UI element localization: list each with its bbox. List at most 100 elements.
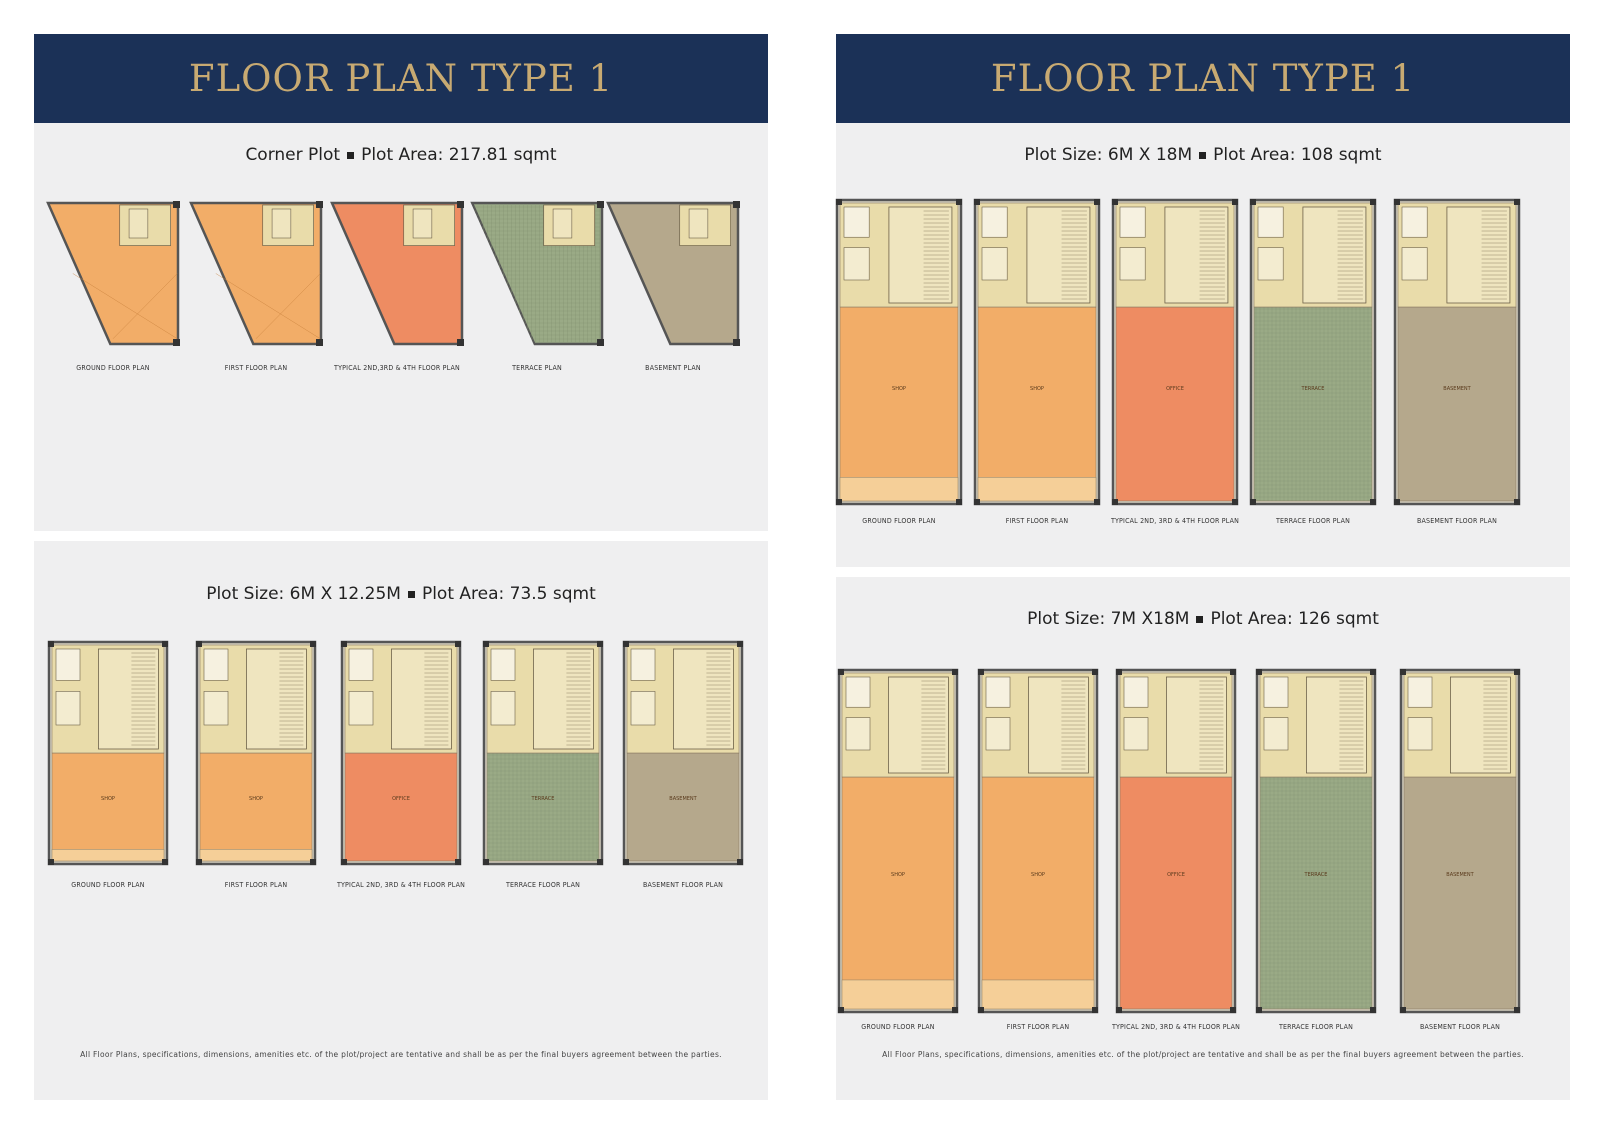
floor-plan-drawing: SHOP <box>837 668 959 1014</box>
small-plot-area: Plot Area: 73.5 sqmt <box>421 584 596 604</box>
left-page-title: FLOOR PLAN TYPE 1 <box>188 57 614 100</box>
right-disclaimer: All Floor Plans, specifications, dimensi… <box>882 1050 1524 1059</box>
floor-plan-caption: GROUND FLOOR PLAN <box>71 881 145 889</box>
plot-126-panel: Plot Size: 7M X18M Plot Area: 126 sqmt S… <box>836 577 1570 1100</box>
left-disclaimer: All Floor Plans, specifications, dimensi… <box>80 1050 722 1059</box>
floor-plan-drawing: SHOP <box>977 668 1099 1014</box>
right-page-title: FLOOR PLAN TYPE 1 <box>990 57 1416 100</box>
room-label: BASEMENT <box>669 796 697 802</box>
floor-plan-shop: SHOP GROUND FLOOR PLAN <box>837 668 959 1031</box>
room-label: TERRACE <box>1304 872 1328 878</box>
floor-plan-shop: SHOP GROUND FLOOR PLAN <box>47 640 169 889</box>
corner-floor-plan-drawing <box>189 201 323 346</box>
room-label: SHOP <box>892 386 906 392</box>
corner-plot-panel: Corner Plot Plot Area: 217.81 sqmt GROUN… <box>34 123 768 531</box>
floor-plan-drawing: TERRACE <box>482 640 604 866</box>
floor-plan-basement: BASEMENT BASEMENT FLOOR PLAN <box>1399 668 1521 1031</box>
left-page: FLOOR PLAN TYPE 1 Corner Plot Plot Area:… <box>34 34 768 1100</box>
room-label: OFFICE <box>1167 872 1185 878</box>
floor-plan-shop: SHOP FIRST FLOOR PLAN <box>977 668 1099 1031</box>
plot-108-size: Plot Size: 6M X 18M <box>1024 145 1193 165</box>
room-label: BASEMENT <box>1446 872 1474 878</box>
floor-plan-drawing: TERRACE <box>1249 198 1377 506</box>
heading-bullet <box>407 590 415 598</box>
corner-floor-plan-basement: BASEMENT PLAN <box>606 201 740 372</box>
plot-108-heading: Plot Size: 6M X 18M Plot Area: 108 sqmt <box>836 145 1570 165</box>
corner-floor-plan-drawing <box>606 201 740 346</box>
right-page: FLOOR PLAN TYPE 1 Plot Size: 6M X 18M Pl… <box>835 34 1570 1100</box>
room-label: SHOP <box>1030 386 1044 392</box>
corner-floor-plan-shop: FIRST FLOOR PLAN <box>189 201 323 372</box>
floor-plan-drawing: SHOP <box>973 198 1101 506</box>
floor-plan-drawing: BASEMENT <box>1399 668 1521 1014</box>
floor-plan-terrace: TERRACE TERRACE FLOOR PLAN <box>482 640 604 889</box>
floor-plan-office: OFFICE TYPICAL 2ND, 3RD & 4TH FLOOR PLAN <box>337 640 465 889</box>
floor-plan-drawing: SHOP <box>195 640 317 866</box>
small-plot-panel: Plot Size: 6M X 12.25M Plot Area: 73.5 s… <box>34 541 768 1100</box>
corner-floor-plan-office: TYPICAL 2ND,3RD & 4TH FLOOR PLAN <box>330 201 464 372</box>
corner-floor-plan-drawing <box>330 201 464 346</box>
room-label: OFFICE <box>392 796 410 802</box>
plot-126-size: Plot Size: 7M X18M <box>1027 609 1190 629</box>
corner-plot-heading: Corner Plot Plot Area: 217.81 sqmt <box>34 145 768 165</box>
small-plot-size: Plot Size: 6M X 12.25M <box>206 584 401 604</box>
room-label: TERRACE <box>1301 386 1325 392</box>
corner-plot-area: Plot Area: 217.81 sqmt <box>361 145 557 165</box>
corner-plot-label: Corner Plot <box>245 145 341 165</box>
floor-plan-caption: TERRACE FLOOR PLAN <box>1275 517 1351 525</box>
plot-108-plans: SHOP GROUND FLOOR PLAN SHOP FIRST FLOOR PLA… <box>835 181 1570 541</box>
corner-floor-plan-shop: GROUND FLOOR PLAN <box>46 201 180 372</box>
floor-plan-drawing: BASEMENT <box>622 640 744 866</box>
floor-plan-caption: GROUND FLOOR PLAN <box>76 364 150 372</box>
floor-plan-drawing: BASEMENT <box>1393 198 1521 506</box>
room-label: OFFICE <box>1166 386 1184 392</box>
floor-plan-caption: TERRACE FLOOR PLAN <box>1278 1023 1354 1031</box>
floor-plan-drawing: TERRACE <box>1255 668 1377 1014</box>
floor-plan-caption: TERRACE PLAN <box>512 364 562 372</box>
plot-126-area: Plot Area: 126 sqmt <box>1210 609 1379 629</box>
floor-plan-caption: TYPICAL 2ND, 3RD & 4TH FLOOR PLAN <box>1110 517 1240 525</box>
heading-bullet <box>347 151 355 159</box>
heading-bullet <box>1199 151 1207 159</box>
plot-126-plans: SHOP GROUND FLOOR PLAN SHOP FIRST FLOOR PLA… <box>836 641 1570 1031</box>
floor-plan-basement: BASEMENT BASEMENT FLOOR PLAN <box>1393 198 1521 525</box>
floor-plan-drawing: SHOP <box>47 640 169 866</box>
floor-plan-office: OFFICE TYPICAL 2ND, 3RD & 4TH FLOOR PLAN <box>1111 198 1239 525</box>
plot-126-heading: Plot Size: 7M X18M Plot Area: 126 sqmt <box>836 609 1570 629</box>
small-plot-plans: SHOP GROUND FLOOR PLAN SHOP FIRST FLOOR PLA… <box>34 633 768 893</box>
small-plot-heading: Plot Size: 6M X 12.25M Plot Area: 73.5 s… <box>34 584 768 604</box>
floor-plan-caption: TYPICAL 2ND,3RD & 4TH FLOOR PLAN <box>334 364 460 372</box>
floor-plan-caption: FIRST FLOOR PLAN <box>1005 517 1069 525</box>
floor-plan-caption: FIRST FLOOR PLAN <box>1006 1023 1070 1031</box>
floor-plan-caption: FIRST FLOOR PLAN <box>224 881 288 889</box>
corner-floor-plan-drawing <box>46 201 180 346</box>
room-label: SHOP <box>101 796 115 802</box>
floor-plan-caption: GROUND FLOOR PLAN <box>862 517 936 525</box>
floor-plan-caption: BASEMENT FLOOR PLAN <box>1419 1023 1501 1031</box>
corner-floor-plan-drawing <box>470 201 604 346</box>
floor-plan-shop: SHOP GROUND FLOOR PLAN <box>835 198 963 525</box>
floor-plan-caption: TYPICAL 2ND, 3RD & 4TH FLOOR PLAN <box>1111 1023 1241 1031</box>
right-title-banner: FLOOR PLAN TYPE 1 <box>836 34 1570 123</box>
floor-plan-shop: SHOP FIRST FLOOR PLAN <box>195 640 317 889</box>
plot-108-panel: Plot Size: 6M X 18M Plot Area: 108 sqmt … <box>835 123 1570 567</box>
floor-plan-drawing: OFFICE <box>1111 198 1239 506</box>
floor-plan-caption: BASEMENT FLOOR PLAN <box>642 881 724 889</box>
plot-108-area: Plot Area: 108 sqmt <box>1213 145 1382 165</box>
room-label: SHOP <box>891 872 905 878</box>
floor-plan-drawing: OFFICE <box>1115 668 1237 1014</box>
floor-plan-basement: BASEMENT BASEMENT FLOOR PLAN <box>622 640 744 889</box>
left-title-banner: FLOOR PLAN TYPE 1 <box>34 34 768 123</box>
heading-bullet <box>1196 615 1204 623</box>
floor-plan-drawing: OFFICE <box>340 640 462 866</box>
floor-plan-terrace: TERRACE TERRACE FLOOR PLAN <box>1255 668 1377 1031</box>
floor-plan-caption: TERRACE FLOOR PLAN <box>505 881 581 889</box>
room-label: SHOP <box>249 796 263 802</box>
floor-plan-drawing: SHOP <box>835 198 963 506</box>
room-label: TERRACE <box>531 796 555 802</box>
room-label: SHOP <box>1031 872 1045 878</box>
floor-plan-shop: SHOP FIRST FLOOR PLAN <box>973 198 1101 525</box>
floor-plan-caption: TYPICAL 2ND, 3RD & 4TH FLOOR PLAN <box>336 881 466 889</box>
floor-plan-caption: BASEMENT PLAN <box>645 364 701 372</box>
floor-plan-terrace: TERRACE TERRACE FLOOR PLAN <box>1249 198 1377 525</box>
